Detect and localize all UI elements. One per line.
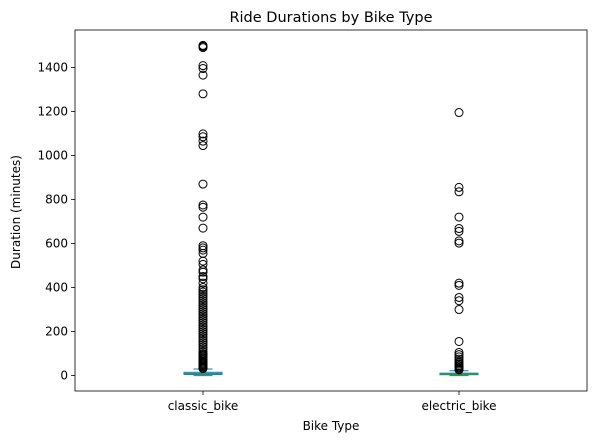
outlier-point xyxy=(198,212,208,222)
plot-area: 0 200 400 600 800 1000 1200 1400 classic_bike ele… xyxy=(37,29,588,413)
outlier-point xyxy=(198,265,208,275)
outlier-point xyxy=(454,296,464,306)
outlier-point xyxy=(198,285,208,295)
y-tick-label: 200 xyxy=(45,325,68,339)
outlier-point xyxy=(198,61,208,71)
y-axis-label: Duration (minutes) xyxy=(9,155,23,269)
outlier-point xyxy=(198,89,208,99)
outlier-point xyxy=(198,316,208,326)
outlier-point xyxy=(198,331,208,341)
outlier-point xyxy=(198,320,208,330)
outlier-point xyxy=(198,267,208,277)
outlier-point xyxy=(198,322,208,332)
outlier-point xyxy=(454,352,464,362)
outlier-point xyxy=(198,340,208,350)
outlier-point xyxy=(454,292,464,302)
outlier-point xyxy=(198,43,208,53)
outlier-point xyxy=(454,347,464,357)
outlier-point xyxy=(198,64,208,74)
outlier-point xyxy=(454,224,464,234)
outlier-point xyxy=(198,200,208,210)
outlier-point xyxy=(198,302,208,312)
outlier-point xyxy=(198,141,208,151)
outlier-point xyxy=(198,291,208,301)
outlier-point xyxy=(198,283,208,293)
outlier-point xyxy=(198,333,208,343)
plot-frame xyxy=(74,29,588,392)
y-tick-label: 1200 xyxy=(37,104,68,118)
outlier-point xyxy=(454,226,464,236)
x-tick-label: classic_bike xyxy=(168,399,239,413)
outlier-point xyxy=(198,129,208,139)
outlier-point xyxy=(198,305,208,315)
outlier-point xyxy=(454,278,464,288)
outlier-point xyxy=(198,278,208,288)
outlier-point xyxy=(198,294,208,304)
chart-title: Ride Durations by Bike Type xyxy=(229,10,432,26)
x-tick-label: electric_bike xyxy=(421,399,496,413)
outlier-point xyxy=(198,132,208,142)
outlier-point xyxy=(198,179,208,189)
y-tick-label: 800 xyxy=(45,192,68,206)
outlier-point xyxy=(198,307,208,317)
outlier-point xyxy=(198,256,208,266)
outlier-point xyxy=(454,336,464,346)
outlier-point xyxy=(198,287,208,297)
y-tick-label: 0 xyxy=(60,369,68,383)
outlier-point xyxy=(198,364,208,374)
outlier-point xyxy=(198,327,208,337)
outlier-point xyxy=(198,274,208,284)
outlier-point xyxy=(198,329,208,339)
y-tick-label: 1400 xyxy=(37,60,68,74)
outlier-point xyxy=(198,223,208,233)
outlier-point xyxy=(454,365,464,375)
outlier-point xyxy=(198,324,208,334)
outlier-point xyxy=(198,318,208,328)
outlier-point xyxy=(198,296,208,306)
outlier-point xyxy=(198,300,208,310)
outlier-point xyxy=(198,289,208,299)
outlier-point xyxy=(198,335,208,345)
outlier-point xyxy=(198,136,208,146)
outlier-point xyxy=(198,311,208,321)
outlier-point xyxy=(198,313,208,323)
outlier-point xyxy=(454,305,464,315)
outlier-point xyxy=(454,236,464,246)
outlier-point xyxy=(198,243,208,253)
outlier-point xyxy=(454,212,464,222)
outlier-point xyxy=(454,280,464,290)
y-tick-label: 1000 xyxy=(37,148,68,162)
x-axis-label: Bike Type xyxy=(303,419,360,433)
outlier-point xyxy=(454,238,464,248)
outlier-point xyxy=(198,70,208,80)
outlier-point xyxy=(198,338,208,348)
outlier-point xyxy=(454,108,464,118)
outlier-point xyxy=(454,182,464,192)
outlier-point xyxy=(198,298,208,308)
outlier-point xyxy=(198,272,208,282)
outlier-point xyxy=(198,202,208,212)
outlier-point xyxy=(198,309,208,319)
outlier-point xyxy=(454,187,464,197)
y-tick-label: 600 xyxy=(45,237,68,251)
outlier-point xyxy=(198,245,208,255)
y-tick-label: 400 xyxy=(45,281,68,295)
